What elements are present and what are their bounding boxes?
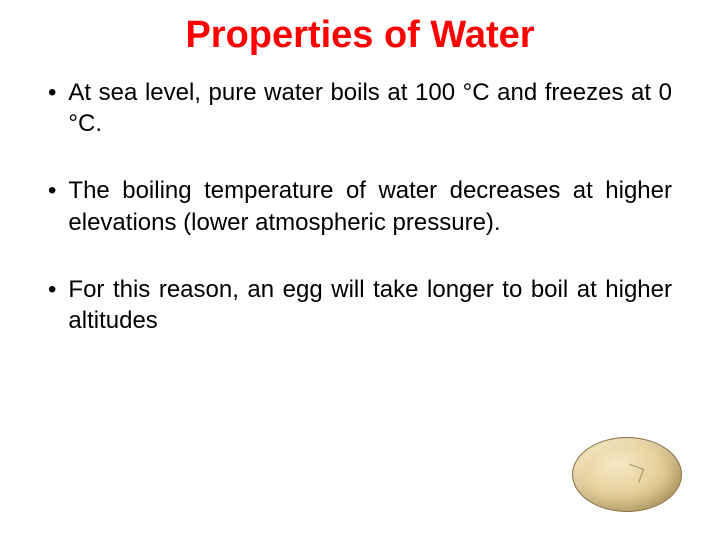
egg-image	[572, 437, 682, 512]
bullet-text: The boiling temperature of water decreas…	[68, 175, 672, 237]
list-item: • For this reason, an egg will take long…	[48, 274, 672, 336]
list-item: • The boiling temperature of water decre…	[48, 175, 672, 237]
bullet-list: • At sea level, pure water boils at 100 …	[0, 77, 720, 336]
bullet-marker: •	[48, 175, 56, 206]
bullet-text: For this reason, an egg will take longer…	[68, 274, 672, 336]
bullet-marker: •	[48, 77, 56, 108]
bullet-marker: •	[48, 274, 56, 305]
egg-icon	[572, 437, 682, 512]
bullet-text: At sea level, pure water boils at 100 °C…	[68, 77, 672, 139]
slide-title: Properties of Water	[0, 0, 720, 77]
list-item: • At sea level, pure water boils at 100 …	[48, 77, 672, 139]
